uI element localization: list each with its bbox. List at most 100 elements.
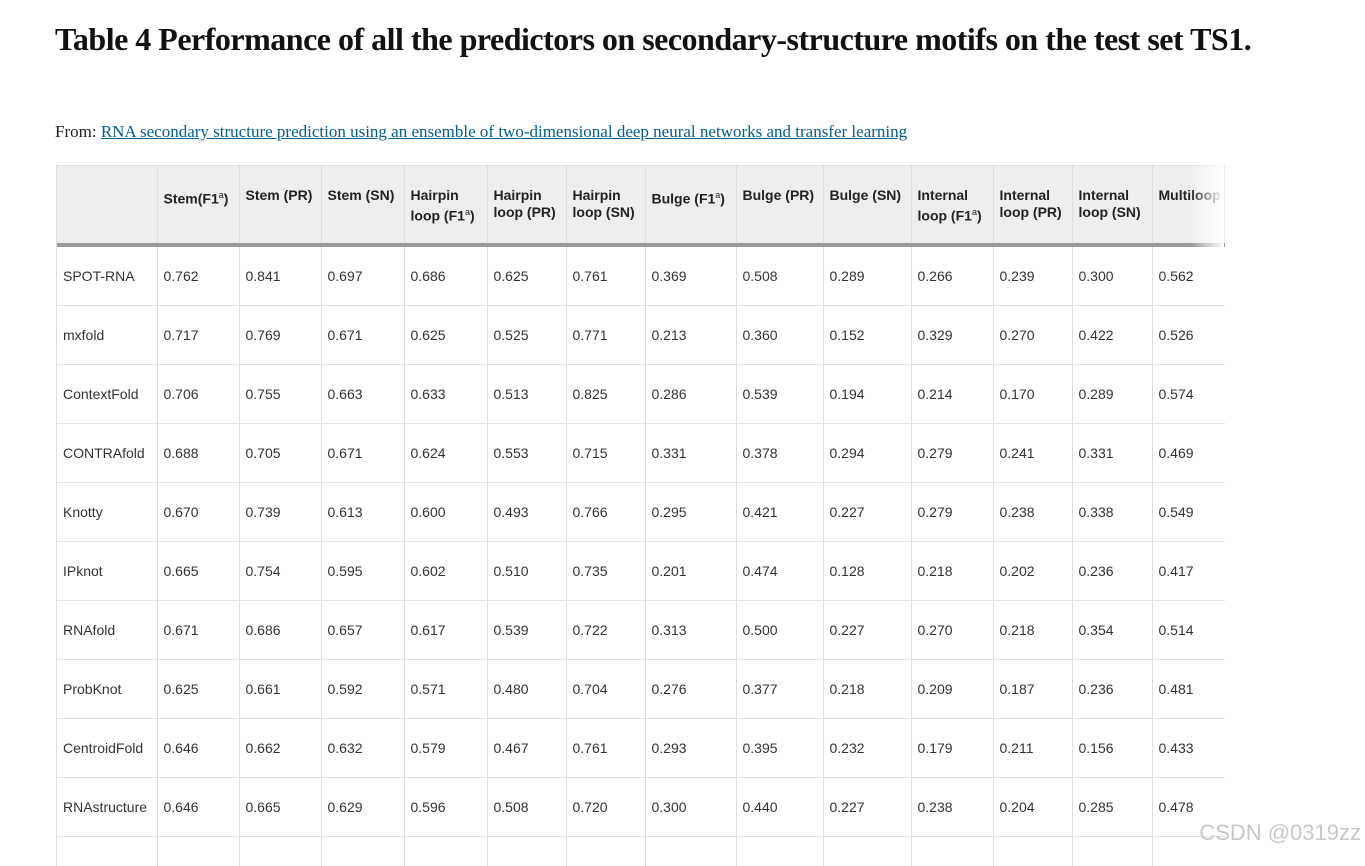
table-cell: 0.539 (487, 601, 566, 660)
table-cell: 0.571 (404, 660, 487, 719)
table-cell: 0.762 (157, 245, 239, 306)
table-cell: 0.761 (566, 719, 645, 778)
table-cell: 0.360 (736, 306, 823, 365)
table-cell: 0.771 (566, 306, 645, 365)
table-cell: 0.422 (1072, 306, 1152, 365)
table-cell: 0.755 (239, 365, 321, 424)
table-cell: 0.227 (823, 601, 911, 660)
table-cell: 0.624 (404, 424, 487, 483)
table-cell: 0.574 (1152, 365, 1225, 424)
table-cell: 0.266 (911, 245, 993, 306)
table-cell: 0.665 (239, 778, 321, 837)
table-cell: 0.739 (239, 483, 321, 542)
table-cell: 0.294 (823, 424, 911, 483)
table-cell-empty (645, 837, 736, 866)
row-label: CONTRAfold (57, 424, 157, 483)
table-cell: 0.440 (736, 778, 823, 837)
table-cell: 0.510 (487, 542, 566, 601)
row-label: mxfold (57, 306, 157, 365)
table-cell: 0.378 (736, 424, 823, 483)
row-label: ContextFold (57, 365, 157, 424)
table-cell: 0.227 (823, 778, 911, 837)
table-cell: 0.204 (993, 778, 1072, 837)
header-text: Bulge (F1 (652, 191, 716, 207)
table-cell: 0.671 (157, 601, 239, 660)
table-cell-empty (321, 837, 404, 866)
table-cell: 0.209 (911, 660, 993, 719)
table-cell: 0.289 (823, 245, 911, 306)
table-cell: 0.686 (404, 245, 487, 306)
table-cell: 0.825 (566, 365, 645, 424)
header-text: Internal loop (F1 (918, 187, 972, 224)
table-cell: 0.525 (487, 306, 566, 365)
table-cell: 0.671 (321, 424, 404, 483)
row-label: SPOT-RNA (57, 245, 157, 306)
table-cell: 0.508 (736, 245, 823, 306)
table-cell: 0.279 (911, 483, 993, 542)
column-header: Stem (PR) (239, 166, 321, 245)
header-text: ) (720, 191, 725, 207)
table-cell: 0.329 (911, 306, 993, 365)
table-cell: 0.331 (1072, 424, 1152, 483)
table-cell: 0.625 (157, 660, 239, 719)
table-cell-empty (823, 837, 911, 866)
table-cell: 0.493 (487, 483, 566, 542)
table-cell: 0.239 (993, 245, 1072, 306)
table-cell: 0.395 (736, 719, 823, 778)
row-label: RNAfold (57, 601, 157, 660)
table-cell: 0.663 (321, 365, 404, 424)
scroll-fade (1190, 165, 1224, 247)
column-header: Bulge (SN) (823, 166, 911, 245)
table-cell: 0.467 (487, 719, 566, 778)
table-cell: 0.433 (1152, 719, 1225, 778)
table-cell: 0.354 (1072, 601, 1152, 660)
table-cell: 0.300 (1072, 245, 1152, 306)
table-title: Table 4 Performance of all the predictor… (55, 18, 1255, 61)
row-label: IPknot (57, 542, 157, 601)
table-cell-empty (736, 837, 823, 866)
from-label: From: (55, 122, 97, 141)
table-cell: 0.514 (1152, 601, 1225, 660)
table-cell-empty (566, 837, 645, 866)
table-cell: 0.704 (566, 660, 645, 719)
table-cell: 0.421 (736, 483, 823, 542)
table-cell-empty (911, 837, 993, 866)
table-cell: 0.187 (993, 660, 1072, 719)
table-cell: 0.602 (404, 542, 487, 601)
table-cell: 0.562 (1152, 245, 1225, 306)
table-cell: 0.625 (487, 245, 566, 306)
table-cell: 0.633 (404, 365, 487, 424)
header-row: Stem(F1a)Stem (PR)Stem (SN)Hairpin loop … (57, 166, 1225, 245)
table-cell: 0.706 (157, 365, 239, 424)
table-cell: 0.279 (911, 424, 993, 483)
table-cell: 0.841 (239, 245, 321, 306)
table-cell: 0.657 (321, 601, 404, 660)
table-cell: 0.508 (487, 778, 566, 837)
table-row-partial (57, 837, 1225, 866)
table-cell: 0.270 (993, 306, 1072, 365)
source-link[interactable]: RNA secondary structure prediction using… (101, 122, 907, 141)
table-cell: 0.194 (823, 365, 911, 424)
table-cell: 0.238 (911, 778, 993, 837)
table-container: Stem(F1a)Stem (PR)Stem (SN)Hairpin loop … (56, 165, 1225, 866)
table-cell: 0.211 (993, 719, 1072, 778)
table-cell: 0.213 (645, 306, 736, 365)
table-cell: 0.338 (1072, 483, 1152, 542)
table-cell-empty (57, 837, 157, 866)
table-cell: 0.285 (1072, 778, 1152, 837)
column-header: Internal loop (F1a) (911, 166, 993, 245)
table-cell: 0.720 (566, 778, 645, 837)
table-cell: 0.236 (1072, 542, 1152, 601)
table-cell: 0.300 (645, 778, 736, 837)
header-text: Hairpin loop (F1 (411, 187, 465, 224)
corner-cell (57, 166, 157, 245)
table-cell: 0.625 (404, 306, 487, 365)
row-label: Knotty (57, 483, 157, 542)
column-header: Hairpin loop (F1a) (404, 166, 487, 245)
table-cell: 0.722 (566, 601, 645, 660)
table-cell: 0.715 (566, 424, 645, 483)
